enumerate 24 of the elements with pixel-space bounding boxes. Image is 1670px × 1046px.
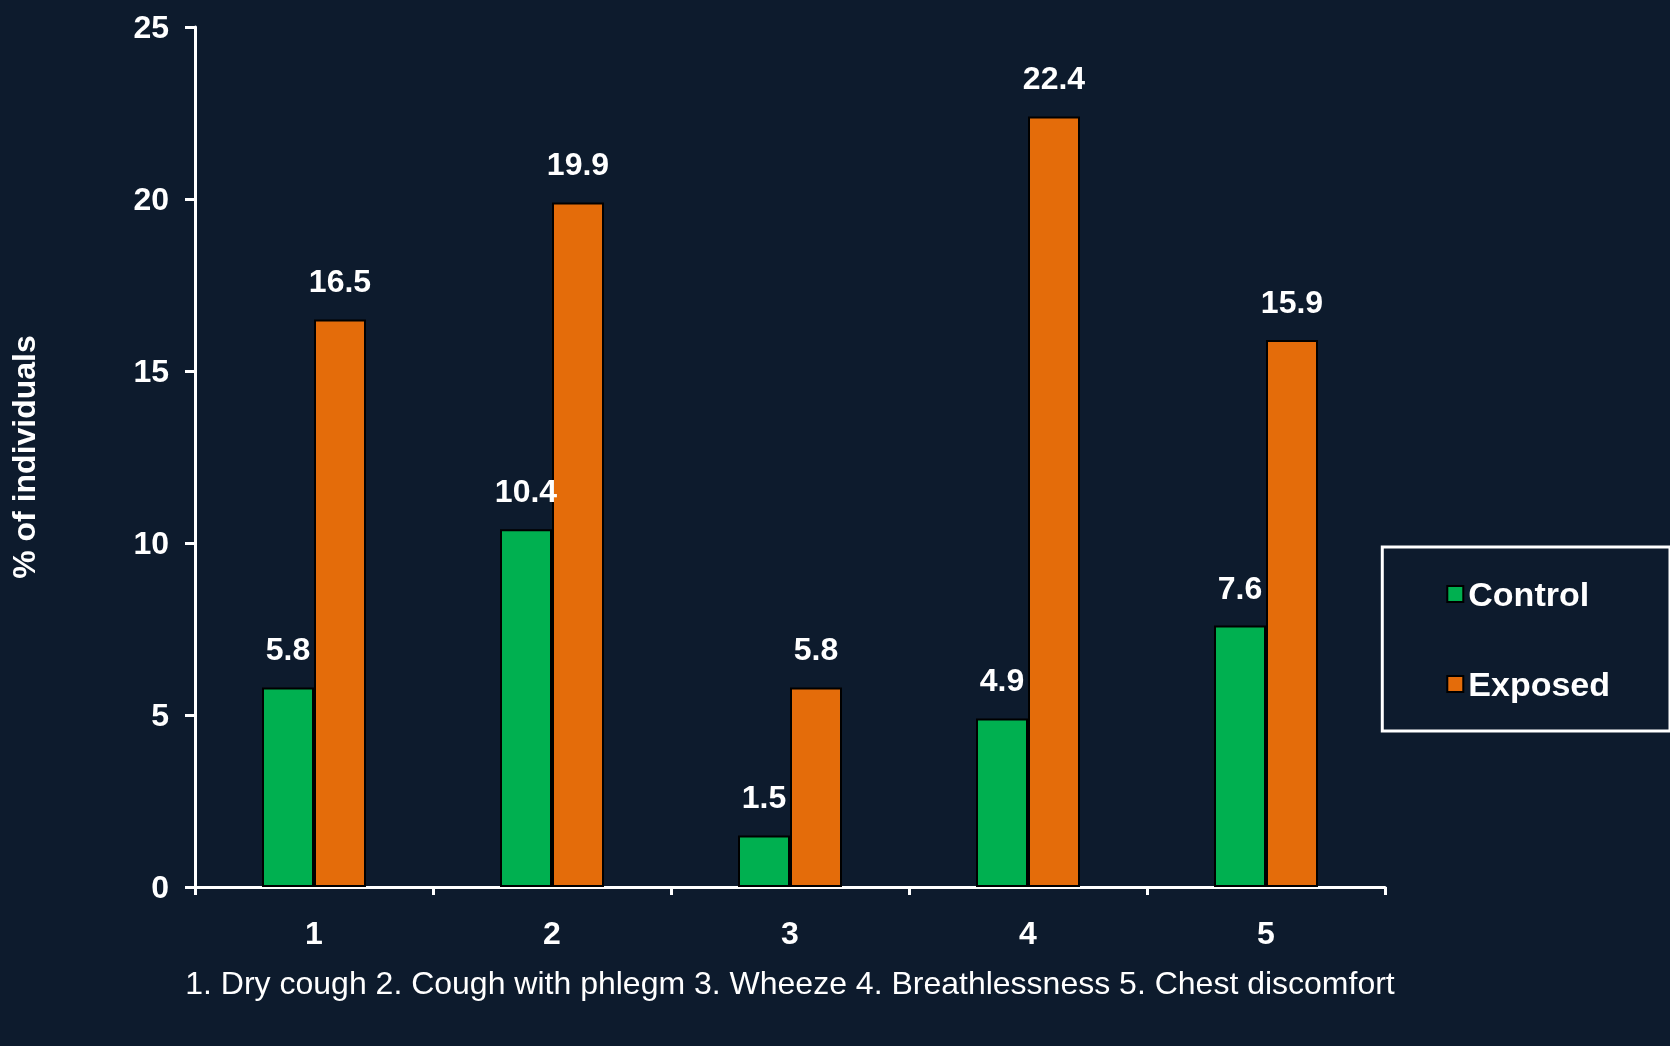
x-axis-title: 1. Dry cough 2. Cough with phlegm 3. Wheeze 4. Breathlessness 5. Chest discomfort (185, 965, 1395, 1001)
data-label: 4.9 (979, 662, 1025, 699)
data-label: 15.9 (1260, 284, 1324, 321)
y-tick-label: 5 (151, 697, 169, 733)
data-label: 22.4 (1022, 60, 1086, 97)
y-tick-label: 0 (151, 869, 169, 905)
x-tick-label: 2 (543, 915, 561, 951)
x-tick-label: 4 (1019, 915, 1038, 951)
data-label: 19.9 (546, 146, 610, 183)
data-label: 5.8 (265, 631, 311, 668)
y-tick-label: 20 (133, 181, 169, 217)
data-label: 1.5 (741, 779, 787, 816)
y-axis-title: % of individuals (6, 335, 42, 579)
x-tick-label: 5 (1257, 915, 1275, 951)
data-label: 7.6 (1217, 569, 1263, 606)
data-label: 5.8 (793, 631, 839, 668)
data-label: 16.5 (308, 263, 372, 300)
x-tick-label: 1 (305, 915, 323, 951)
legend-label: Exposed (1468, 665, 1611, 703)
x-tick-label: 3 (781, 915, 799, 951)
legend-label: Control (1468, 575, 1590, 613)
y-tick-label: 25 (133, 9, 169, 45)
y-tick-label: 10 (133, 525, 169, 561)
y-tick-label: 15 (133, 353, 169, 389)
